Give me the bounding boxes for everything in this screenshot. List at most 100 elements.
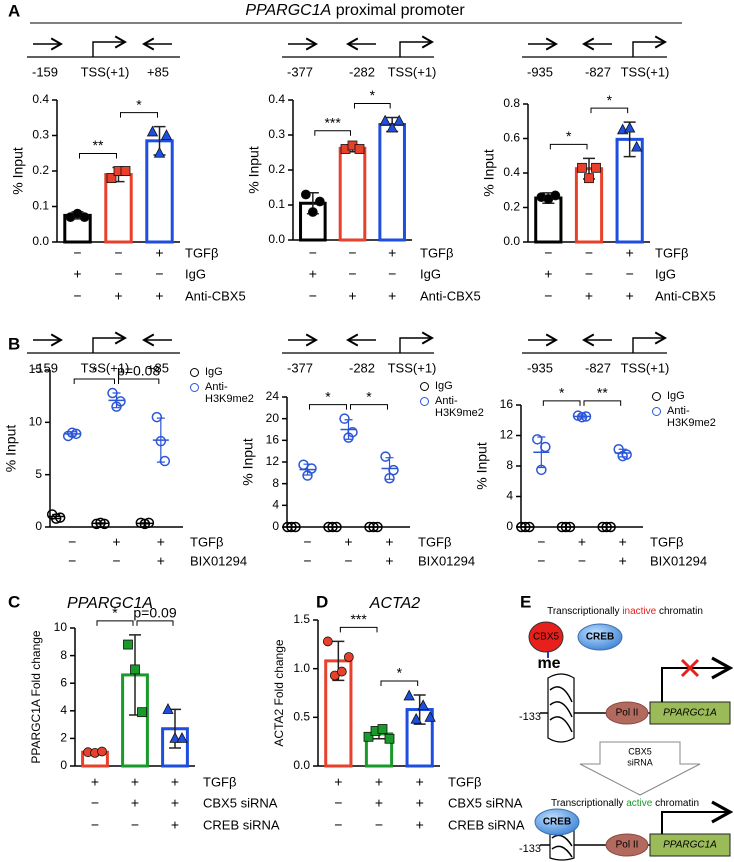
- y-tick-label: 0.1: [268, 197, 285, 211]
- error-bar: [344, 419, 353, 440]
- condition-mark: −: [303, 534, 311, 550]
- condition-name: CREB siRNA: [448, 817, 525, 832]
- legend-swatch: [190, 383, 199, 392]
- error-bar: [68, 431, 77, 437]
- error-bar: [385, 457, 394, 480]
- y-tick-label: 0.0: [32, 234, 49, 248]
- y-axis-label: % Input: [240, 438, 256, 486]
- data-point: [380, 451, 391, 462]
- y-tick-label: 4: [272, 498, 279, 512]
- y-tick-label: 0.1: [32, 199, 49, 213]
- y-tick-label: 10: [29, 415, 43, 429]
- significance-label: *: [607, 92, 613, 108]
- title-word: active: [626, 798, 653, 809]
- condition-name: BIX01294: [418, 553, 475, 568]
- data-point: [160, 129, 173, 140]
- error-bar: [303, 463, 312, 476]
- tss-arrow: [661, 800, 734, 834]
- significance-label: *: [325, 388, 331, 404]
- block-x: [680, 658, 700, 678]
- pol-label: Pol II: [616, 840, 639, 851]
- condition-mark: +: [155, 245, 163, 261]
- creb-protein: [577, 623, 623, 651]
- condition-mark: +: [309, 266, 317, 282]
- promoter-label: +85: [147, 64, 169, 79]
- data-point: [377, 724, 388, 734]
- condition-mark: +: [416, 774, 424, 790]
- nucleosome: [547, 673, 575, 743]
- condition-name: TGFβ: [650, 534, 683, 549]
- error-bar: [112, 392, 121, 409]
- title-word: inactive: [622, 606, 656, 617]
- condition-mark: −: [112, 553, 120, 569]
- condition-mark: +: [375, 774, 383, 790]
- y-tick-label: 24: [266, 389, 280, 403]
- tss-arrow: [661, 656, 734, 702]
- data-point: [550, 190, 561, 201]
- data-point: [169, 732, 181, 743]
- y-tick-label: 0.4: [32, 92, 49, 106]
- promoter-label: -159: [32, 360, 58, 375]
- gene-box: [649, 701, 731, 725]
- legend-row: Anti-H3K9me2: [420, 395, 490, 419]
- creb-protein: [534, 808, 580, 836]
- condition-name: Anti-CBX5: [655, 288, 716, 303]
- data-point: [176, 732, 188, 743]
- promoter-label: -282: [349, 64, 375, 79]
- panel-letter: C: [8, 592, 20, 611]
- header-gene: PPARGC1A: [245, 2, 331, 19]
- significance-label: *: [92, 363, 98, 379]
- condition-mark: +: [544, 266, 552, 282]
- promoter-label: TSS(+1): [81, 64, 130, 79]
- title-word: Transcriptionally: [551, 798, 623, 809]
- legend-label: IgG: [205, 366, 223, 378]
- data-point: [146, 125, 159, 137]
- data-point: [307, 207, 318, 217]
- panel-e: Transcriptionally inactive chromatin CBX…: [519, 606, 734, 861]
- title-word: chromatin: [659, 606, 703, 617]
- legend: IgG Anti-H3K9me2: [420, 380, 490, 419]
- condition-name: TGFβ: [655, 245, 688, 260]
- tss-arrow: [399, 331, 434, 353]
- condition-mark: −: [155, 266, 163, 282]
- legend-label: IgG: [435, 380, 453, 392]
- diagram-title: Transcriptionally active chromatin: [551, 798, 699, 809]
- condition-name: TGFβ: [420, 245, 453, 260]
- data-point: [576, 411, 588, 423]
- data-point: [424, 710, 436, 722]
- condition-mark: +: [385, 534, 393, 550]
- legend-swatch: [190, 368, 199, 377]
- condition-name: Anti-CBX5: [185, 288, 246, 303]
- data-point: [322, 636, 333, 647]
- condition-mark: +: [585, 288, 593, 304]
- data-point: [591, 162, 601, 173]
- condition-mark: +: [171, 817, 179, 833]
- data-point: [314, 196, 325, 207]
- legend-row: IgG: [420, 380, 490, 392]
- bar: [338, 146, 367, 242]
- y-tick-label: 0: [60, 758, 67, 772]
- data-point: [300, 189, 311, 200]
- panel-letter: E: [520, 592, 531, 611]
- panel-letter: B: [8, 334, 20, 353]
- data-point: [388, 464, 399, 476]
- error-bar: [156, 417, 165, 463]
- tss-arrow: [632, 35, 667, 57]
- condition-mark: +: [112, 534, 120, 550]
- condition-name: TGFβ: [185, 245, 218, 260]
- condition-name: CBX5 siRNA: [203, 795, 278, 810]
- data-point: [584, 173, 594, 184]
- y-tick-label: 0: [506, 519, 513, 533]
- y-tick-label: 0: [35, 519, 42, 533]
- tss-arrow: [399, 35, 434, 57]
- gene-label: PPARGC1A: [663, 708, 717, 719]
- condition-mark: −: [309, 288, 317, 304]
- legend-swatch: [420, 397, 429, 406]
- significance-bracket: [350, 404, 388, 410]
- y-tick-label: 0.2: [503, 200, 520, 214]
- legend-swatch: [652, 407, 661, 416]
- condition-mark: +: [344, 534, 352, 550]
- y-tick-label: 0.0: [268, 232, 285, 246]
- bar: [378, 123, 406, 242]
- gene-box: [649, 833, 731, 857]
